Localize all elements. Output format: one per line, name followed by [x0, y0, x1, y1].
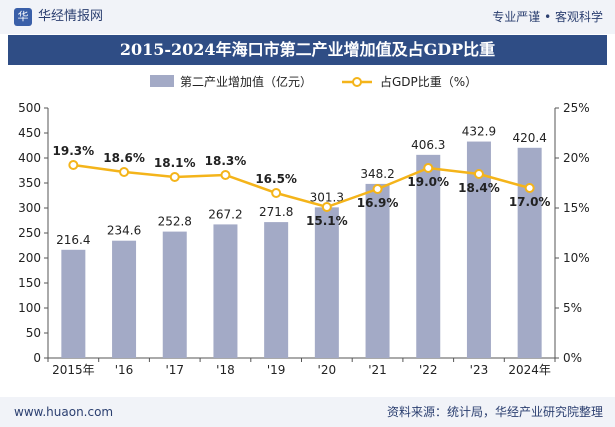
ratio-value-label: 19.3% — [53, 144, 95, 158]
brand-logo-icon: 华 — [14, 8, 32, 26]
y-left-tick-label: 100 — [18, 301, 41, 315]
legend-line-label: 占GDP比重（%） — [380, 74, 477, 89]
legend-bar-swatch — [150, 75, 174, 87]
legend-bar-label: 第二产业增加值（亿元） — [180, 74, 312, 89]
ratio-point — [321, 202, 332, 212]
ratio-value-label: 16.9% — [357, 196, 399, 210]
bar-value-label: 271.8 — [259, 205, 293, 219]
chart: 0 50 100 150 200 250 300 350 400 450 500 0% 5% 10% 15%… — [18, 74, 590, 377]
y-right-tick-label: 0% — [563, 351, 582, 365]
ratio-line — [73, 163, 530, 209]
x-tick-label: '17 — [165, 363, 184, 377]
bar-value-label: 252.8 — [158, 215, 192, 229]
bar-value-label: 406.3 — [411, 138, 445, 152]
bar-value-label: 432.9 — [462, 125, 496, 139]
bar-value-label: 234.6 — [107, 224, 141, 238]
bar — [112, 240, 137, 358]
y-left-tick-label: 200 — [18, 251, 41, 265]
data-source: 资料来源：统计局，华经产业研究院整理 — [386, 405, 603, 419]
y-left-tick-label: 0 — [33, 351, 41, 365]
bar-value-label: 216.4 — [56, 233, 90, 247]
y-left-tick-label: 500 — [18, 101, 41, 115]
ratio-point — [169, 172, 180, 182]
x-tick-label: 2015年 — [52, 363, 95, 377]
y-right-tick-label: 10% — [563, 251, 590, 265]
ratio-point — [473, 169, 484, 179]
brand-name: 华经情报网 — [38, 9, 104, 24]
y-right-tick-label: 15% — [563, 201, 590, 215]
bar — [162, 231, 187, 358]
x-tick-label: '16 — [115, 363, 134, 377]
tagline: 专业严谨 • 客观科学 — [492, 10, 603, 24]
ratio-point — [423, 163, 434, 173]
bar-value-label: 301.3 — [310, 190, 344, 204]
y-right-tick-label: 20% — [563, 151, 590, 165]
bar-value-label: 348.2 — [360, 167, 394, 181]
x-tick-label: '22 — [419, 363, 438, 377]
y-left-tick-label: 350 — [18, 176, 41, 190]
ratio-value-label: 15.1% — [306, 214, 348, 228]
bar-value-label: 267.2 — [208, 207, 242, 221]
legend-line-marker — [352, 77, 362, 87]
ratio-point — [524, 183, 535, 193]
x-tick-label: '23 — [470, 363, 489, 377]
ratio-point — [372, 184, 383, 194]
ratio-value-label: 18.6% — [103, 151, 145, 165]
y-right-tick-label: 5% — [563, 301, 582, 315]
ratio-value-label: 18.1% — [154, 156, 196, 170]
x-tick-label: '20 — [318, 363, 337, 377]
bar — [61, 249, 86, 358]
ratio-point — [220, 170, 231, 180]
x-tick-label: '19 — [267, 363, 286, 377]
header-bar: 华 华经情报网 专业严谨 • 客观科学 — [0, 0, 615, 34]
ratio-value-label: 16.5% — [255, 172, 297, 186]
ratio-point — [271, 188, 282, 198]
y-left-tick-label: 50 — [26, 326, 41, 340]
chart-title: 2015-2024年海口市第二产业增加值及占GDP比重 — [119, 40, 496, 59]
bar — [416, 154, 441, 358]
website-link[interactable]: www.huaon.com — [14, 405, 114, 419]
bar — [314, 207, 339, 358]
ratio-value-label: 17.0% — [509, 195, 551, 209]
y-left-tick-label: 400 — [18, 151, 41, 165]
ratio-value-label: 18.4% — [458, 181, 500, 195]
y-left-tick-label: 250 — [18, 226, 41, 240]
y-left-tick-label: 150 — [18, 276, 41, 290]
ratio-point — [68, 160, 79, 170]
y-left-tick-label: 450 — [18, 126, 41, 140]
ratio-value-label: 18.3% — [205, 154, 247, 168]
bar — [264, 222, 289, 358]
bar-value-label: 420.4 — [512, 131, 546, 145]
ratio-point — [119, 167, 130, 177]
y-left-tick-label: 300 — [18, 201, 41, 215]
x-tick-label: 2024年 — [508, 363, 551, 377]
x-tick-label: '18 — [216, 363, 235, 377]
bar — [517, 147, 542, 358]
y-right-tick-label: 25% — [563, 101, 590, 115]
footer-bar: www.huaon.com 资料来源：统计局，华经产业研究院整理 — [0, 397, 615, 427]
bar — [213, 224, 238, 358]
bar — [365, 183, 390, 358]
title-bar: 2015-2024年海口市第二产业增加值及占GDP比重 — [8, 35, 607, 65]
x-tick-label: '21 — [368, 363, 387, 377]
ratio-value-label: 19.0% — [407, 175, 449, 189]
